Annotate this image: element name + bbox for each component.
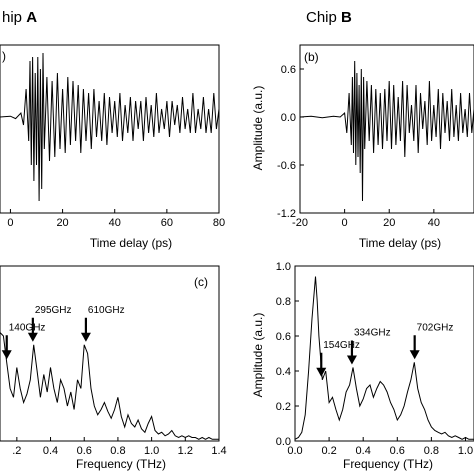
panel-a-label: ) [2, 49, 6, 63]
panel-b-ytick-label: -1.2 [277, 208, 296, 220]
panel-d-ytick-label: 0.0 [276, 436, 291, 448]
panel-b-ticks: -20 0 20 40 0.6 0.0 -0.6 -1.2 [277, 64, 440, 229]
annotation-arrowhead-icon [316, 367, 327, 377]
panel-d-xtick-label: 0.2 [321, 445, 336, 457]
annotation-label: 154GHz [323, 340, 360, 351]
annotation-arrowhead-icon [80, 332, 91, 342]
panel-a-series-line [0, 52, 220, 202]
panel-a-xlabel: Time delay (ps) [90, 236, 172, 250]
panel-c-label: (c) [194, 275, 208, 289]
panel-b-xtick-label: 0 [342, 217, 348, 229]
chart-panel-a: ) 0 20 40 60 80 Time delay (ps) [0, 44, 225, 250]
panel-d-xtick-label: 0.0 [287, 445, 302, 457]
panel-b-ytick-label: 0.0 [281, 112, 296, 124]
annotation-arrowhead-icon [1, 350, 12, 360]
annotation-label: 295GHz [35, 305, 72, 316]
panel-d-ytick-label: 0.4 [276, 366, 291, 378]
panel-d-ytick-label: 0.8 [276, 296, 291, 308]
panel-a-ticks: 0 20 40 60 80 [7, 209, 225, 229]
panel-c-xtick-label: 1.0 [144, 445, 159, 457]
panel-c-xtick-label: 0.6 [77, 445, 92, 457]
panel-c-series-line [0, 332, 219, 440]
panel-c-ticks: .2 0.4 0.6 0.8 1.0 1.2 1.4 [12, 437, 227, 457]
panel-a-heading: hip A [2, 9, 37, 26]
annotation-label: 334GHz [354, 328, 391, 339]
annotation-label: 610GHz [88, 305, 125, 316]
panel-b-xtick-label: 40 [428, 217, 440, 229]
panel-d-xtick-label: 1.0 [458, 445, 473, 457]
panel-b-frame [299, 44, 474, 214]
chart-panel-c: (c) .2 0.4 0.6 0.8 1.0 1.2 1.4 140GHz 295GHz 610… [0, 265, 227, 471]
panel-b-label: (b) [304, 50, 319, 64]
panel-d-frame [294, 265, 474, 442]
panel-c-xtick-label: .2 [12, 445, 21, 457]
panel-b-xtick-label: -20 [292, 217, 308, 229]
annotation-arrowhead-icon [409, 350, 420, 360]
chart-panel-b: (b) -20 0 20 40 0.6 0.0 -0.6 -1.2 Time delay (p… [251, 44, 474, 250]
panel-b-xlabel: Time delay (ps) [359, 236, 441, 250]
panel-b-ylabel: Amplitude (a.u.) [251, 86, 265, 171]
panel-b-heading: Chip B [306, 9, 352, 26]
panel-d-ytick-label: 1.0 [276, 261, 291, 273]
annotation-arrowhead-icon [346, 355, 357, 365]
panel-d-xtick-label: 0.4 [356, 445, 371, 457]
panel-a-xtick-label: 60 [161, 217, 173, 229]
panel-a-xtick-label: 0 [7, 217, 13, 229]
panel-a-xtick-label: 80 [213, 217, 225, 229]
panel-c-annotations: 140GHz 295GHz 610GHz [1, 305, 125, 360]
panel-b-ytick-label: -0.6 [277, 160, 296, 172]
annotation-label: 140GHz [9, 322, 46, 333]
panel-c-xtick-label: 1.4 [211, 445, 226, 457]
annotation-arrowhead-icon [27, 332, 38, 342]
panel-d-ytick-label: 0.6 [276, 331, 291, 343]
panel-d-xlabel: Frequency (THz) [343, 457, 433, 471]
panel-d-xtick-label: 0.6 [390, 445, 405, 457]
panel-c-xlabel: Frequency (THz) [76, 457, 166, 471]
panel-d-ticks: 0.0 0.2 0.4 0.6 0.8 1.0 0.0 0.2 0.4 0.6 0.8 1.0 [276, 261, 473, 457]
panel-c-xtick-label: 0.4 [43, 445, 58, 457]
panel-d-ylabel: Amplitude (a.u.) [251, 313, 265, 398]
panel-b-ytick-label: 0.6 [281, 64, 296, 76]
chart-panel-d: 0.0 0.2 0.4 0.6 0.8 1.0 0.0 0.2 0.4 0.6 0.8 1.0 154… [251, 261, 474, 471]
panel-c-frame [0, 265, 220, 442]
panel-d-ytick-label: 0.2 [276, 401, 291, 413]
panel-b-series-line [299, 60, 474, 202]
panel-c-xtick-label: 0.8 [110, 445, 125, 457]
panel-d-xtick-label: 0.8 [424, 445, 439, 457]
panel-b-xtick-label: 20 [383, 217, 395, 229]
panel-a-xtick-label: 20 [56, 217, 68, 229]
panel-c-xtick-label: 1.2 [178, 445, 193, 457]
annotation-label: 702GHz [417, 322, 454, 333]
panel-a-xtick-label: 40 [109, 217, 121, 229]
panel-a-frame [0, 44, 220, 214]
